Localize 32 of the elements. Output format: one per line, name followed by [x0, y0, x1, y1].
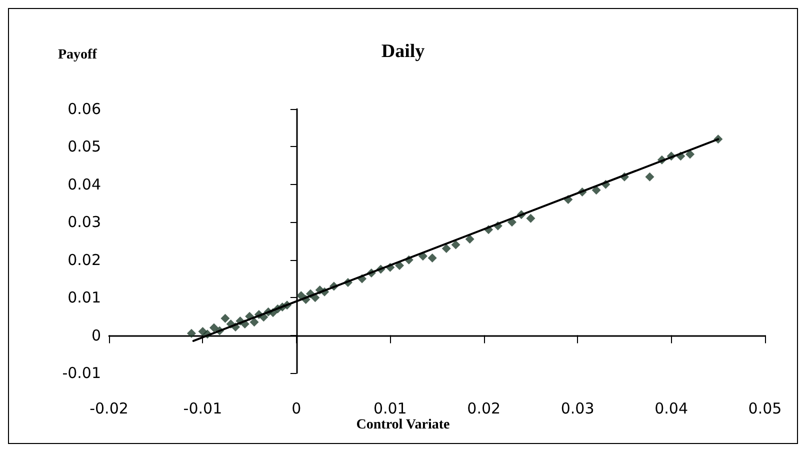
x-tick-label: -0.02	[90, 400, 128, 418]
point	[220, 314, 230, 323]
x-tick-label: 0.02	[467, 400, 501, 418]
point	[451, 240, 460, 250]
point	[592, 186, 601, 195]
y-tick-label: 0.02	[68, 250, 101, 269]
x-tick-label: 0.05	[748, 400, 782, 418]
y-axis-title: Payoff	[58, 48, 98, 62]
point	[442, 244, 451, 254]
point	[250, 318, 259, 327]
point	[186, 328, 196, 338]
x-tick-label: 0.04	[654, 400, 688, 418]
point	[209, 323, 218, 332]
point	[686, 150, 695, 159]
x-tick-label: -0.01	[183, 400, 222, 418]
x-tick-label: 0.03	[560, 400, 594, 418]
y-tick-label: 0	[91, 326, 101, 344]
point	[645, 172, 654, 182]
point	[526, 214, 536, 223]
y-tick-label: 0.04	[68, 175, 101, 194]
x-axis-title: Control Variate	[356, 418, 450, 432]
point	[465, 234, 474, 244]
y-tick-label: 0.05	[68, 138, 101, 156]
point	[395, 261, 404, 270]
y-tick-label: 0.01	[68, 288, 101, 307]
y-tick-label: 0.06	[68, 100, 101, 118]
chart-title: Daily	[381, 41, 426, 62]
y-tick-label: -0.01	[62, 364, 101, 382]
y-tick-label: 0.03	[68, 213, 101, 232]
point	[428, 253, 437, 262]
x-tick-label: 0	[292, 400, 302, 418]
x-tick-label: 0.01	[373, 400, 407, 418]
